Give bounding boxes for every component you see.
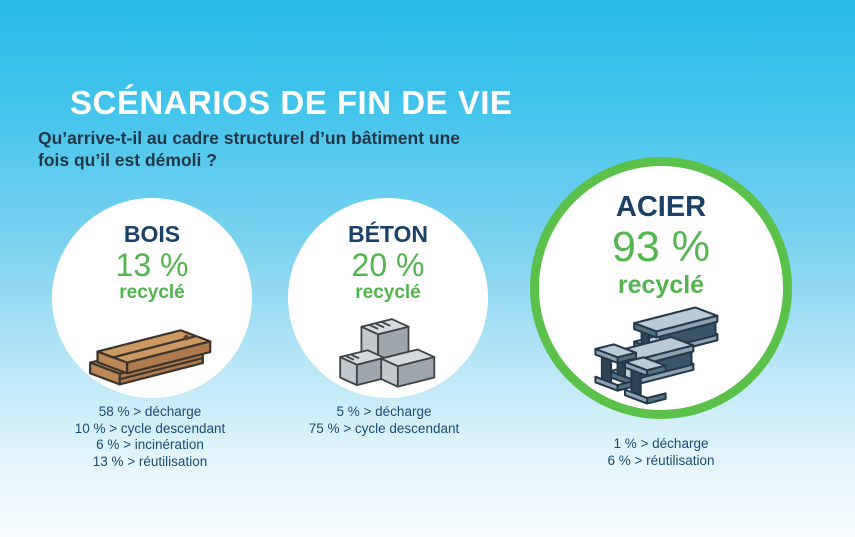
material-name-bois: BOIS [123,221,181,247]
material-circle-acier: ACIER 93 % recyclé [530,157,792,419]
material-recycled-label-acier: recyclé [617,270,705,299]
material-stats-acier: 1 % > décharge 6 % > réutilisation [541,436,781,469]
stat-line: 6 % > réutilisation [607,452,715,468]
stat-line: 75 % > cycle descendant [308,420,460,436]
subtitle-line-1: Qu’arrive-t-il au cadre structurel d’un … [38,128,461,148]
material-stats-bois: 58 % > décharge 10 % > cycle descendant … [30,404,270,470]
stat-line: 10 % > cycle descendant [74,420,226,436]
material-circle-bois: BOIS 13 % recyclé [52,198,252,398]
stat-line: 13 % > réutilisation [92,453,208,469]
material-stats-beton: 5 % > décharge 75 % > cycle descendant [264,404,504,437]
subtitle-line-2: fois qu’il est démoli ? [38,149,217,170]
steel-beams-icon [594,306,719,405]
material-recycled-label-bois: recyclé [119,282,185,304]
material-percent-acier: 93 % [611,223,710,272]
stat-line: 5 % > décharge [336,404,432,419]
stat-line: 58 % > décharge [98,404,202,419]
concrete-blocks-icon [339,318,436,388]
page-title: SCÉNARIOS DE FIN DE VIE [70,84,513,121]
material-percent-bois: 13 % [115,247,189,284]
stat-line: 1 % > décharge [613,436,709,451]
material-name-beton: BÉTON [347,221,429,247]
material-name-acier: ACIER [615,191,707,223]
material-percent-beton: 20 % [351,247,425,284]
material-circle-beton: BÉTON 20 % recyclé [288,198,488,398]
wood-planks-icon [89,329,212,386]
material-recycled-label-beton: recyclé [355,282,421,304]
stat-line: 6 % > incinération [96,437,204,452]
page-subtitle: Qu’arrive-t-il au cadre structurel d’un … [38,128,538,171]
